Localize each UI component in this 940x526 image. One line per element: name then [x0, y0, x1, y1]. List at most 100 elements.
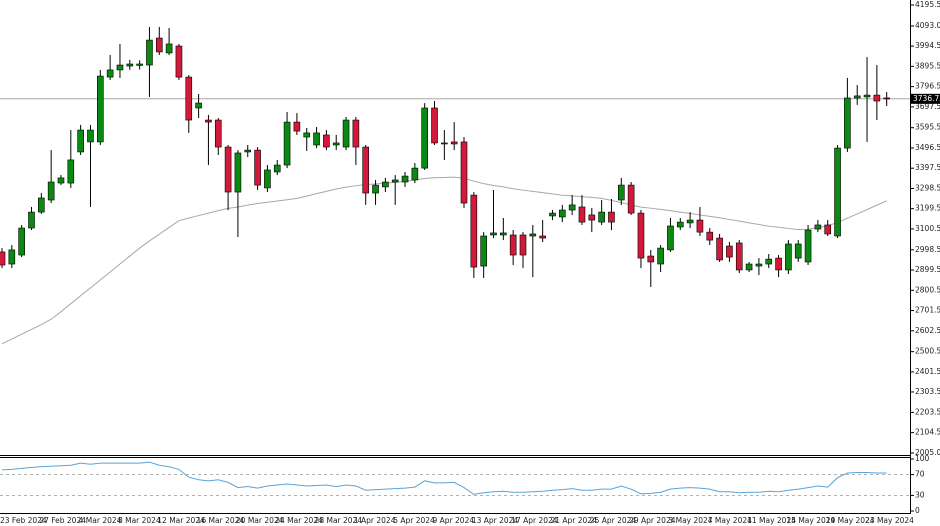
candle-body — [775, 257, 782, 271]
x-tick-label: 12 Mar 2024 — [157, 516, 205, 525]
x-tick-label: 8 Mar 2024 — [118, 516, 161, 525]
candle-body — [500, 232, 507, 236]
x-tick-label: 20 Mar 2024 — [236, 516, 284, 525]
y-tick-label: 2602.50 — [915, 326, 940, 335]
candle-body — [155, 37, 163, 53]
candle-body — [726, 245, 733, 258]
candle-body — [342, 119, 350, 148]
x-tick-label: 5 Apr 2024 — [393, 516, 435, 525]
candle-body — [421, 107, 428, 169]
x-tick-label: 29 Apr 2024 — [629, 516, 676, 525]
candle-body — [264, 169, 271, 189]
candle-body — [283, 121, 291, 166]
candle-body — [853, 95, 861, 99]
y-tick-label: 2998.50 — [915, 245, 940, 254]
candle-body — [539, 235, 546, 239]
y-tick-label: 3595.50 — [915, 123, 940, 132]
candle-body — [372, 184, 379, 194]
x-tick-label: 25 Apr 2024 — [590, 516, 637, 525]
candle-body — [67, 159, 75, 184]
candle-body — [391, 179, 399, 183]
candle-body — [765, 258, 773, 265]
candle-body — [411, 167, 419, 181]
x-tick-label: 21 Apr 2024 — [550, 516, 597, 525]
candle-body — [480, 235, 487, 267]
candle-body — [627, 184, 635, 214]
x-tick-label: 23 Feb 2024 — [0, 516, 47, 525]
x-tick-label: 16 Mar 2024 — [197, 516, 245, 525]
candle-body — [657, 247, 664, 265]
candle-body — [146, 39, 153, 66]
candle-body — [175, 45, 183, 78]
y-tick-label: 3994.50 — [915, 41, 940, 50]
x-tick-label: 4 Mar 2024 — [79, 516, 122, 525]
y-tick-label: 3496.50 — [915, 143, 940, 152]
candle-body — [568, 204, 576, 211]
candle-body — [214, 119, 222, 148]
x-tick-label: 27 Feb 2024 — [39, 516, 86, 525]
y-tick-label: 2104.50 — [915, 428, 940, 437]
candle-body — [47, 181, 55, 201]
candle-body — [205, 119, 212, 123]
candle-body — [745, 263, 753, 271]
candle-body — [470, 194, 478, 268]
y-tick-label: 4195.50 — [915, 0, 940, 9]
candle-body — [490, 232, 497, 236]
candle-body — [28, 211, 35, 229]
x-tick-label: 15 May 2024 — [786, 516, 835, 525]
candle-body — [313, 132, 320, 146]
moving-average — [1, 176, 887, 345]
candle-body — [647, 255, 655, 263]
candle-body — [883, 97, 891, 100]
candle-body — [716, 237, 723, 261]
y-tick-label: 0 — [915, 506, 920, 515]
candle-body — [509, 234, 517, 256]
candle-body — [57, 177, 65, 184]
y-tick-label: 2203.50 — [915, 407, 940, 416]
candle-body — [323, 134, 330, 148]
candle-body — [519, 234, 527, 256]
candle-body — [401, 175, 409, 183]
candle-body — [617, 184, 625, 201]
candle-body — [676, 221, 684, 228]
y-tick-label: 30 — [915, 490, 925, 499]
x-tick-label: 24 Mar 2024 — [275, 516, 323, 525]
candle-body — [273, 164, 281, 173]
last-price-tag — [911, 93, 940, 104]
candle-body — [303, 132, 311, 138]
candle-body — [234, 152, 242, 193]
candle-body — [293, 121, 301, 132]
candle-body — [804, 229, 812, 263]
candle-body — [106, 69, 114, 78]
candle-body — [441, 142, 448, 145]
candle-body — [77, 129, 84, 153]
candle-body — [873, 94, 881, 102]
x-tick-label: 28 Mar 2024 — [315, 516, 363, 525]
candle-body — [450, 141, 458, 145]
candle-body — [8, 249, 16, 265]
candle-body — [608, 211, 615, 223]
x-tick-label: 11 May 2024 — [747, 516, 796, 525]
y-tick-label: 3697.50 — [915, 102, 940, 111]
candle-body — [126, 63, 134, 67]
x-tick-label: 9 Apr 2024 — [433, 516, 475, 525]
candle-body — [834, 147, 841, 237]
candle-body — [254, 149, 261, 186]
candle-body — [224, 146, 232, 193]
candle-body — [18, 227, 25, 256]
x-tick-label: 13 Apr 2024 — [472, 516, 519, 525]
candle-body — [578, 206, 586, 223]
last-price-label: 3736.75 — [913, 94, 940, 103]
candle-body — [0, 251, 6, 266]
y-tick-label: 2401.50 — [915, 367, 940, 376]
candle-body — [844, 97, 851, 149]
candle-body — [352, 119, 360, 148]
y-tick-label: 2701.50 — [915, 306, 940, 315]
x-tick-label: 3 May 2024 — [668, 516, 712, 525]
y-tick-label: 2303.50 — [915, 387, 940, 396]
y-tick-label: 2500.50 — [915, 347, 940, 356]
y-tick-label: 2800.50 — [915, 285, 940, 294]
y-tick-label: 3397.50 — [915, 163, 940, 172]
candle-body — [431, 107, 438, 144]
